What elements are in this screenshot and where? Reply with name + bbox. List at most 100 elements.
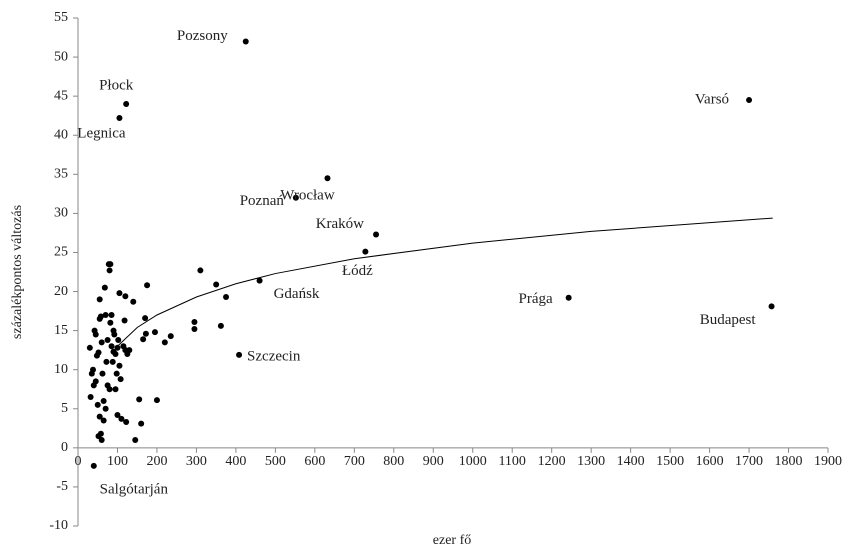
point-label: Łódź xyxy=(342,263,373,279)
point xyxy=(97,313,104,320)
point xyxy=(98,437,105,444)
point xyxy=(107,261,114,268)
point-label: Wrocław xyxy=(280,188,335,204)
point xyxy=(102,405,109,412)
point xyxy=(236,351,243,358)
x-tick-label: 1400 xyxy=(617,454,645,469)
point-label: Varsó xyxy=(695,91,729,107)
point xyxy=(86,344,93,351)
point xyxy=(138,420,145,427)
y-tick-label: -10 xyxy=(49,518,68,533)
point xyxy=(92,331,99,338)
x-tick-label: 800 xyxy=(383,454,404,469)
point xyxy=(113,370,120,377)
y-tick-label: 35 xyxy=(54,167,68,182)
x-tick-label: 1900 xyxy=(814,454,842,469)
point xyxy=(109,358,116,365)
point xyxy=(95,349,102,356)
y-axis-title: százalékpontos változás xyxy=(10,205,25,339)
point xyxy=(144,282,151,289)
point xyxy=(197,267,204,274)
point xyxy=(132,437,139,444)
point xyxy=(96,296,103,303)
point-label: Legnica xyxy=(77,125,126,141)
point xyxy=(116,290,123,297)
point-label: Szczecin xyxy=(247,348,301,364)
point xyxy=(90,462,97,469)
point xyxy=(112,386,119,393)
point xyxy=(768,303,775,310)
point-label: Budapest xyxy=(700,312,757,328)
point-label: Pozsony xyxy=(177,28,228,44)
point xyxy=(92,378,99,385)
y-tick-label: 10 xyxy=(54,362,68,377)
x-tick-label: 1600 xyxy=(696,454,724,469)
point xyxy=(151,329,158,336)
point xyxy=(116,115,123,122)
y-tick-label: 20 xyxy=(54,284,68,299)
point xyxy=(191,326,198,333)
point xyxy=(90,366,96,373)
x-tick-label: 500 xyxy=(265,454,286,469)
point xyxy=(242,38,249,45)
point xyxy=(118,415,125,422)
y-tick-label: 5 xyxy=(61,401,68,416)
y-tick-label: 15 xyxy=(54,323,68,338)
x-tick-label: 200 xyxy=(146,454,167,469)
point xyxy=(746,97,753,104)
point xyxy=(114,344,121,351)
y-tick-label: 55 xyxy=(54,10,68,25)
point xyxy=(130,298,137,305)
point xyxy=(87,394,94,401)
x-tick-label: 1800 xyxy=(775,454,803,469)
point xyxy=(121,317,128,324)
point xyxy=(153,397,160,404)
point xyxy=(213,281,220,288)
point xyxy=(94,401,101,408)
point xyxy=(256,277,263,284)
point-label: Poznań xyxy=(240,193,285,209)
point xyxy=(117,376,124,383)
point xyxy=(223,294,230,301)
x-tick-label: 1500 xyxy=(656,454,684,469)
point xyxy=(142,315,149,322)
point xyxy=(373,231,380,238)
point xyxy=(110,348,117,355)
point xyxy=(126,347,133,354)
point xyxy=(142,330,149,337)
point xyxy=(565,294,572,301)
point xyxy=(116,362,123,369)
point xyxy=(123,419,130,426)
x-tick-label: 300 xyxy=(186,454,207,469)
y-tick-label: 50 xyxy=(54,49,68,64)
point xyxy=(108,343,115,350)
point xyxy=(107,319,114,326)
point xyxy=(161,339,168,346)
x-tick-label: 1200 xyxy=(538,454,566,469)
point-label: Płock xyxy=(99,77,134,93)
x-tick-label: 1700 xyxy=(735,454,763,469)
x-tick-label: 1000 xyxy=(459,454,487,469)
point xyxy=(123,100,130,107)
point xyxy=(136,396,143,403)
y-tick-label: 25 xyxy=(54,245,68,260)
point xyxy=(100,417,107,424)
point xyxy=(106,386,113,393)
point-label: Salgótarján xyxy=(100,481,169,497)
point xyxy=(362,248,369,255)
point xyxy=(111,331,118,338)
x-tick-label: 400 xyxy=(225,454,246,469)
y-tick-label: 40 xyxy=(54,127,68,142)
point xyxy=(104,336,111,343)
point-label: Kraków xyxy=(316,216,364,232)
x-tick-label: 1100 xyxy=(498,454,525,469)
point xyxy=(98,339,105,346)
point-label: Prága xyxy=(519,291,553,307)
x-tick-label: 1300 xyxy=(577,454,605,469)
point xyxy=(324,175,331,182)
point xyxy=(99,370,106,377)
x-tick-label: 900 xyxy=(423,454,444,469)
x-tick-label: 600 xyxy=(304,454,325,469)
point xyxy=(122,293,129,300)
